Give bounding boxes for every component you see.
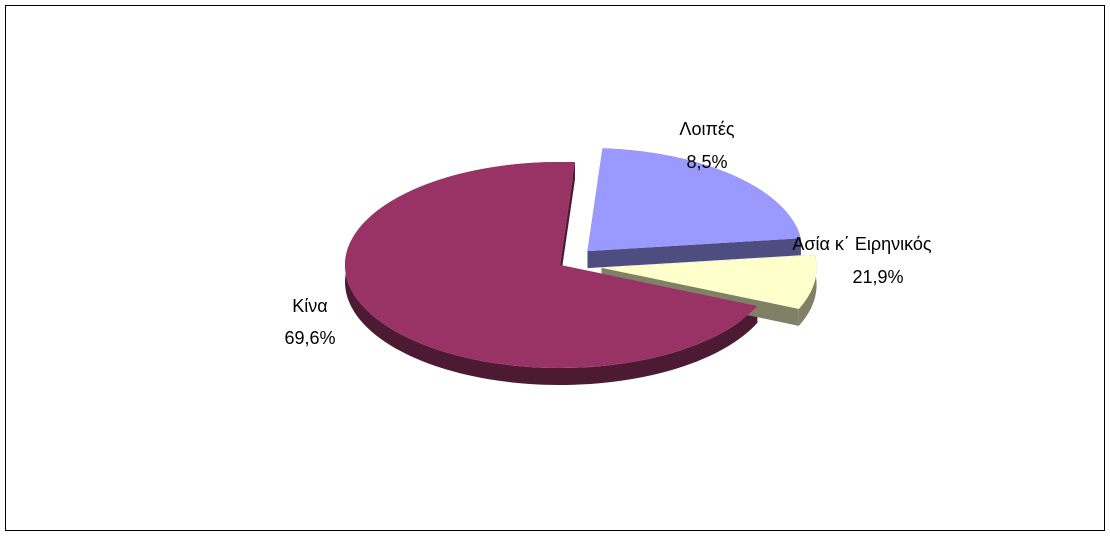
slice-label-2: Ασία κ΄ Ειρηνικός — [792, 234, 932, 254]
slice-wall-2-0 — [587, 238, 801, 269]
pie-slice-0 — [344, 162, 758, 369]
slice-wall-0-0 — [560, 162, 575, 282]
pie-slice-1 — [601, 255, 817, 309]
slice-value-label-0: 69,6% — [284, 328, 335, 348]
slice-value-label-2: 21,9% — [852, 267, 903, 287]
slice-rim-1 — [798, 255, 817, 326]
slice-label-0: Κίνα — [292, 296, 327, 316]
slice-value-label-1: 8,5% — [686, 152, 727, 172]
slice-label-1: Λοιπές — [679, 119, 734, 139]
pie-slice-2 — [587, 148, 801, 252]
